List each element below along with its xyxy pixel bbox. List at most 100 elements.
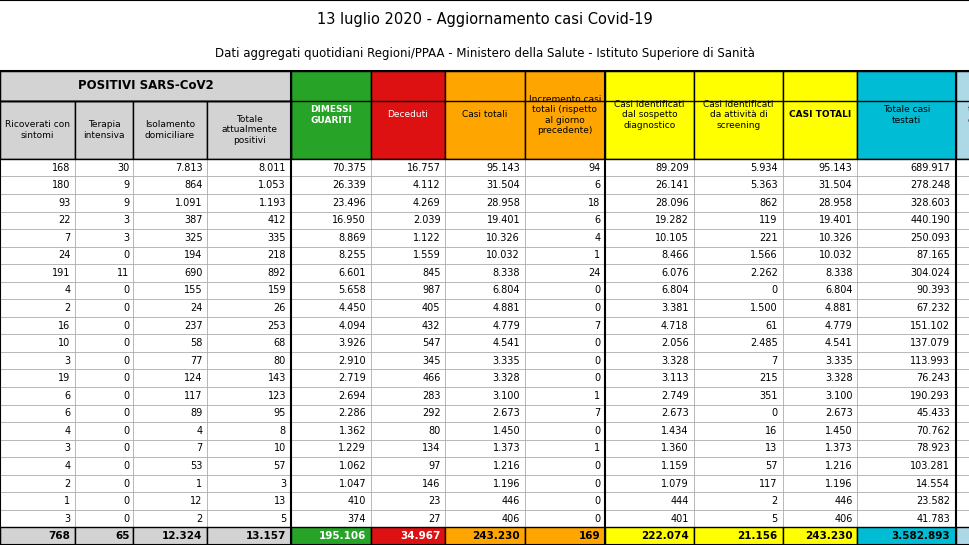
Text: 250.093: 250.093: [909, 233, 949, 243]
Bar: [75, 370, 133, 387]
Text: 19.401: 19.401: [486, 215, 519, 225]
Text: 0: 0: [593, 356, 600, 366]
Bar: [524, 317, 605, 335]
Bar: [445, 264, 524, 282]
Text: 119: 119: [759, 215, 777, 225]
Bar: [206, 440, 291, 457]
Text: 95.143: 95.143: [485, 162, 519, 173]
Text: 124: 124: [184, 373, 203, 383]
Bar: [370, 282, 445, 299]
Bar: [782, 352, 857, 370]
Text: 195.106: 195.106: [319, 531, 366, 541]
Bar: [291, 528, 370, 545]
Bar: [693, 387, 782, 404]
Text: 0: 0: [593, 286, 600, 295]
Bar: [75, 475, 133, 492]
Text: 57: 57: [765, 461, 777, 471]
Text: 0: 0: [593, 373, 600, 383]
Bar: [291, 457, 370, 475]
Bar: [524, 528, 605, 545]
Bar: [445, 528, 524, 545]
Text: 1.193: 1.193: [258, 198, 286, 208]
Bar: [693, 335, 782, 352]
Bar: [693, 528, 782, 545]
Text: 335: 335: [267, 233, 286, 243]
Text: 221: 221: [759, 233, 777, 243]
Text: 10: 10: [273, 444, 286, 453]
Text: 0: 0: [770, 286, 777, 295]
Text: 7: 7: [196, 444, 203, 453]
Bar: [605, 370, 693, 387]
Text: 0: 0: [123, 426, 130, 436]
Text: 26.339: 26.339: [332, 180, 366, 190]
Bar: [0, 71, 291, 101]
Text: 21.156: 21.156: [736, 531, 777, 541]
Bar: [0, 194, 75, 211]
Text: 0: 0: [123, 338, 130, 348]
Text: 146: 146: [422, 479, 440, 488]
Text: 3.926: 3.926: [338, 338, 366, 348]
Text: 12.324: 12.324: [162, 531, 203, 541]
Bar: [955, 246, 969, 264]
Bar: [0, 229, 75, 246]
Bar: [206, 404, 291, 422]
Text: 3.328: 3.328: [824, 373, 852, 383]
Bar: [75, 229, 133, 246]
Text: 6: 6: [593, 215, 600, 225]
Bar: [524, 492, 605, 510]
Text: 1.373: 1.373: [824, 444, 852, 453]
Text: 24: 24: [587, 268, 600, 278]
Bar: [857, 370, 955, 387]
Bar: [693, 492, 782, 510]
Bar: [524, 229, 605, 246]
Text: 3.335: 3.335: [824, 356, 852, 366]
Bar: [291, 370, 370, 387]
Text: 168: 168: [52, 162, 71, 173]
Bar: [291, 282, 370, 299]
Bar: [206, 264, 291, 282]
Text: 23.496: 23.496: [332, 198, 366, 208]
Text: 190.293: 190.293: [909, 391, 949, 401]
Bar: [291, 71, 370, 159]
Text: 23: 23: [427, 496, 440, 506]
Text: 1.196: 1.196: [825, 479, 852, 488]
Bar: [782, 299, 857, 317]
Bar: [857, 194, 955, 211]
Text: 690: 690: [184, 268, 203, 278]
Text: 440.190: 440.190: [909, 215, 949, 225]
Bar: [955, 440, 969, 457]
Bar: [0, 492, 75, 510]
Text: 7: 7: [770, 356, 777, 366]
Bar: [693, 246, 782, 264]
Text: 8.338: 8.338: [492, 268, 519, 278]
Bar: [133, 528, 206, 545]
Bar: [605, 387, 693, 404]
Bar: [605, 510, 693, 528]
Text: 1: 1: [593, 444, 600, 453]
Bar: [693, 177, 782, 194]
Text: 3: 3: [64, 514, 71, 524]
Text: 218: 218: [267, 250, 286, 261]
Bar: [693, 475, 782, 492]
Text: 0: 0: [593, 514, 600, 524]
Bar: [955, 387, 969, 404]
Bar: [291, 317, 370, 335]
Text: 0: 0: [123, 461, 130, 471]
Text: 77: 77: [190, 356, 203, 366]
Bar: [524, 352, 605, 370]
Text: 97: 97: [427, 461, 440, 471]
Text: 151.102: 151.102: [909, 320, 949, 331]
Text: 134: 134: [422, 444, 440, 453]
Bar: [133, 194, 206, 211]
Bar: [370, 264, 445, 282]
Text: 7: 7: [593, 320, 600, 331]
Text: 2: 2: [196, 514, 203, 524]
Text: 7: 7: [64, 233, 71, 243]
Text: 2.910: 2.910: [338, 356, 366, 366]
Text: 1: 1: [197, 479, 203, 488]
Bar: [782, 264, 857, 282]
Bar: [857, 264, 955, 282]
Text: 22: 22: [58, 215, 71, 225]
Bar: [206, 457, 291, 475]
Text: 87.165: 87.165: [916, 250, 949, 261]
